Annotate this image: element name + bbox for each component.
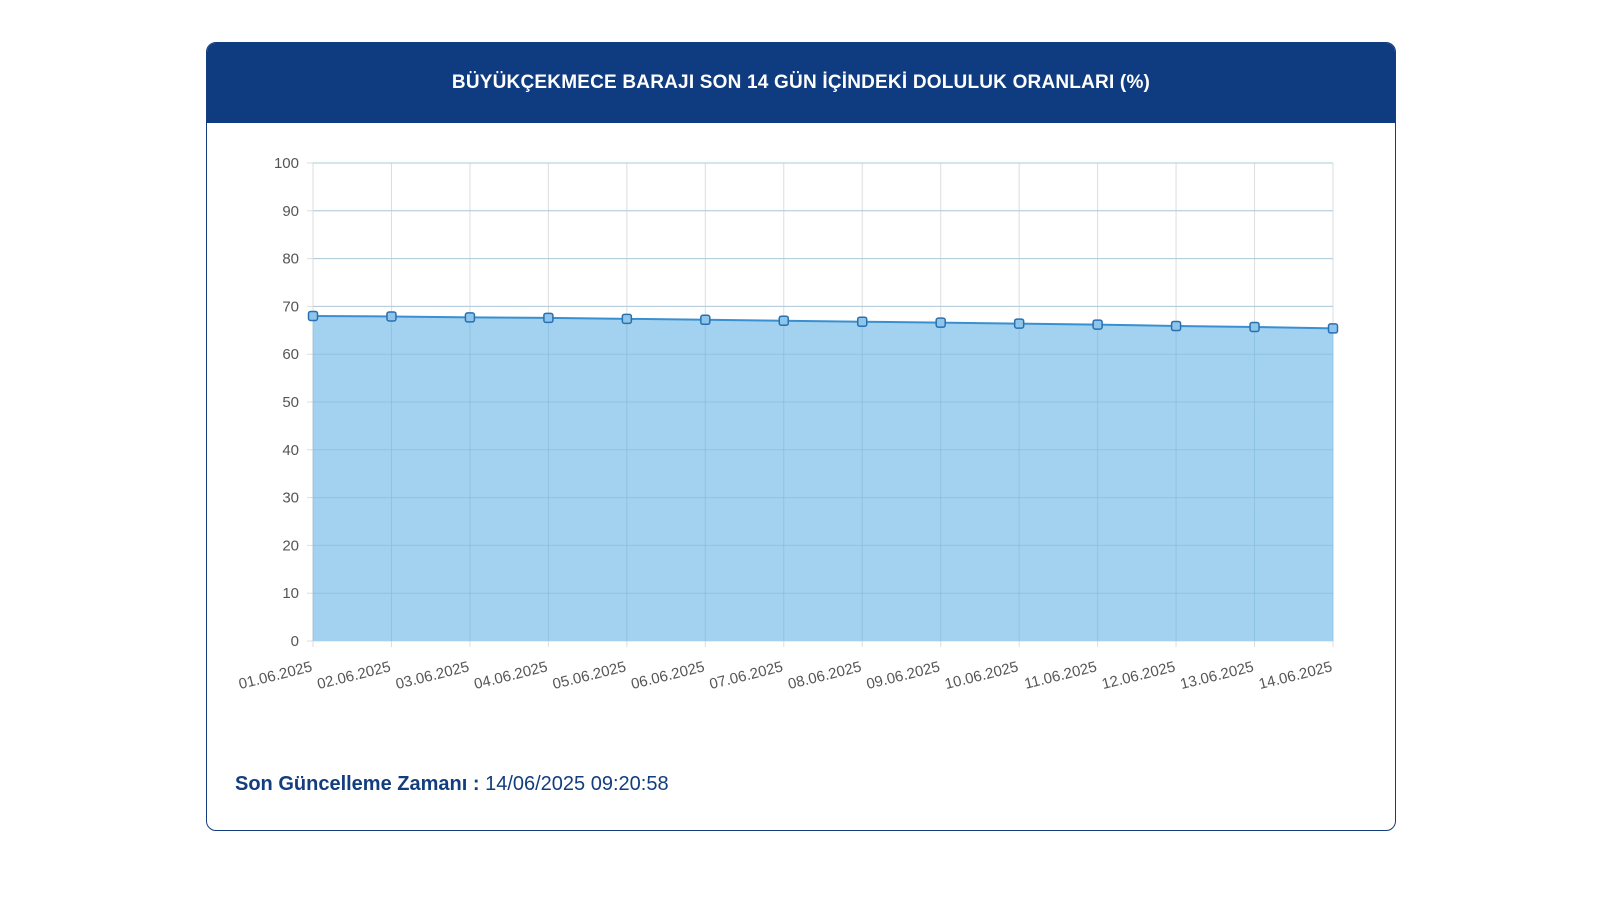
data-point	[307, 310, 319, 322]
y-tick-label: 50	[282, 394, 299, 411]
x-tick-label: 08.06.2025	[786, 658, 863, 693]
y-tick-label: 90	[282, 203, 299, 220]
series-line	[312, 314, 1334, 330]
x-tick-label: 04.06.2025	[472, 658, 549, 693]
data-point	[1092, 319, 1103, 330]
x-tick-label: 06.06.2025	[629, 658, 706, 693]
x-tick-label: 10.06.2025	[943, 658, 1020, 693]
x-tick-label: 09.06.2025	[865, 658, 942, 693]
x-tick-label: 12.06.2025	[1100, 658, 1177, 693]
chart-card: BÜYÜKÇEKMECE BARAJI SON 14 GÜN İÇİNDEKİ …	[206, 42, 1396, 831]
x-tick-label: 11.06.2025	[1023, 658, 1099, 692]
x-tick-label: 03.06.2025	[394, 658, 471, 693]
y-tick-label: 20	[282, 537, 299, 554]
chart-title: BÜYÜKÇEKMECE BARAJI SON 14 GÜN İÇİNDEKİ …	[207, 43, 1395, 123]
y-tick-label: 10	[282, 585, 299, 602]
data-point	[621, 313, 633, 325]
data-point	[1249, 321, 1260, 333]
x-tick-label: 01.06.2025	[237, 658, 314, 693]
last-update: Son Güncelleme Zamanı : 14/06/2025 09:20…	[235, 773, 669, 796]
data-point	[386, 311, 397, 322]
fill-rate-chart: 0 10 20 30 40 50 60 70 80 90 100 01.06.2025 02.06.2…	[237, 155, 1339, 693]
x-axis-ticks: 01.06.2025 02.06.2025 03.06.2025 04.06.2025…	[237, 658, 1334, 693]
last-update-value: 14/06/2025 09:20:58	[485, 773, 669, 795]
series-area-fill	[313, 315, 1333, 641]
data-point	[700, 314, 711, 326]
y-tick-label: 100	[274, 155, 299, 172]
y-tick-label: 0	[291, 633, 299, 650]
x-tick-label: 13.06.2025	[1179, 658, 1256, 693]
x-tick-label: 14.06.2025	[1257, 658, 1334, 693]
y-tick-label: 70	[282, 298, 299, 315]
y-tick-label: 80	[282, 251, 299, 268]
x-tick-label: 02.06.2025	[315, 658, 392, 693]
chart-area-layer	[312, 162, 1334, 641]
y-tick-label: 40	[282, 442, 299, 459]
data-point	[856, 316, 868, 327]
last-update-label: Son Güncelleme Zamanı :	[235, 773, 480, 795]
x-tick-label: 05.06.2025	[551, 658, 628, 693]
data-point	[778, 315, 790, 326]
x-tick-label: 07.06.2025	[708, 658, 785, 693]
y-axis-ticks: 0 10 20 30 40 50 60 70 80 90 100	[274, 155, 299, 650]
data-point	[543, 312, 554, 324]
y-tick-label: 60	[282, 346, 299, 363]
chart-points	[307, 310, 1339, 334]
y-tick-label: 30	[282, 490, 299, 507]
data-point	[1327, 323, 1339, 334]
data-point	[1013, 318, 1025, 329]
data-point	[1170, 320, 1182, 332]
data-point	[935, 317, 946, 328]
data-point	[464, 312, 476, 323]
